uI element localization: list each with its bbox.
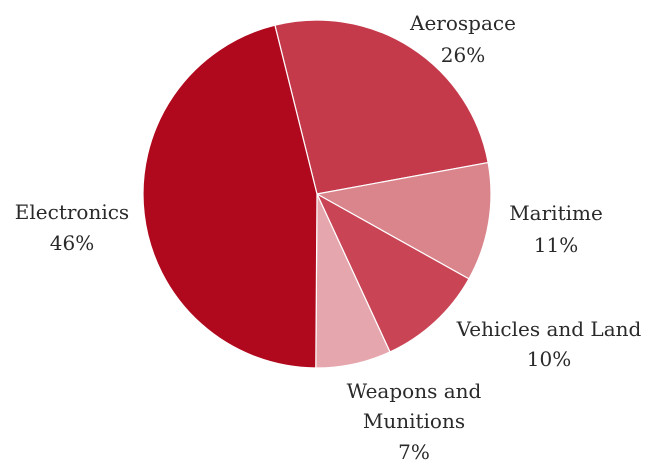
slice-label-electronics: Electronics	[15, 200, 129, 224]
slice-value-electronics: 46%	[50, 231, 94, 255]
slice-value-aerospace: 26%	[441, 43, 485, 67]
pie-slice-maritime	[315, 161, 492, 280]
slice-value-weapons-and-munitions: 7%	[398, 440, 430, 464]
slice-label-aerospace: Aerospace	[409, 11, 516, 35]
slice-value-vehicles-and-land: 10%	[527, 347, 571, 371]
slice-label-weapons-line2: Munitions	[363, 409, 465, 433]
slice-label-vehicles-and-land: Vehicles and Land	[456, 317, 642, 341]
pie-slice-aerospace	[274, 19, 489, 195]
slice-label-weapons-line1: Weapons and	[347, 379, 482, 403]
pie-slice-electronics	[142, 24, 318, 369]
slice-value-maritime: 11%	[534, 233, 578, 257]
slice-label-maritime: Maritime	[509, 201, 603, 225]
pie-slice-vehicles-and-land	[315, 192, 470, 353]
